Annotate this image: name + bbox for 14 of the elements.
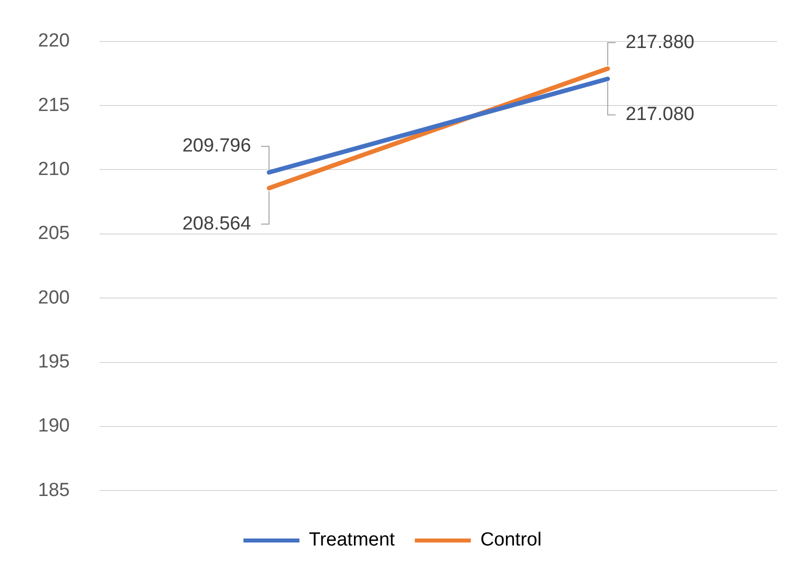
data-label: 217.880 <box>626 32 694 53</box>
y-tick-label: 210 <box>38 158 70 180</box>
y-tick-label: 195 <box>38 351 70 372</box>
y-tick-label: 185 <box>38 480 70 501</box>
data-label: 208.564 <box>182 213 252 234</box>
data-label: 209.796 <box>182 136 252 157</box>
y-tick-label: 205 <box>38 223 70 244</box>
y-tick-label: 215 <box>38 94 70 116</box>
y-tick-label: 200 <box>38 287 70 308</box>
legend-label: Treatment <box>308 530 396 551</box>
data-label: 217.080 <box>626 104 694 126</box>
y-tick-label: 220 <box>38 30 70 52</box>
y-tick-label: 190 <box>38 416 70 437</box>
legend-label: Control <box>480 530 542 551</box>
